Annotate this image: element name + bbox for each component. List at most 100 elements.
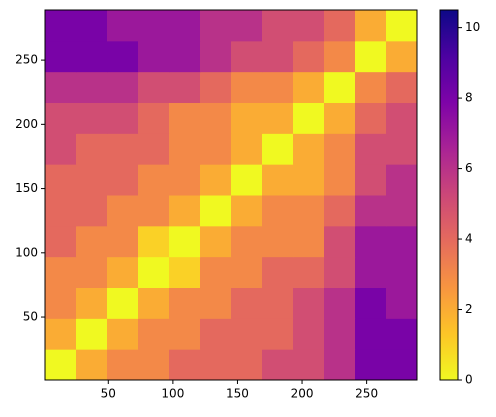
heatmap-cell	[169, 102, 201, 134]
heatmap-cell	[231, 40, 263, 73]
heatmap-cell	[200, 102, 232, 134]
heatmap-cell	[386, 287, 418, 319]
colorbar-tick-label: 0	[465, 373, 473, 387]
heatmap-cell	[200, 318, 232, 350]
heatmap-cell	[324, 133, 356, 165]
heatmap-cell	[262, 349, 294, 381]
heatmap-cell	[169, 133, 201, 165]
heatmap-cell	[355, 164, 387, 196]
heatmap-cell	[355, 102, 387, 134]
heatmap-cell	[231, 287, 263, 319]
heatmap-cell	[76, 10, 108, 42]
heatmap-cell	[138, 195, 170, 227]
heatmap-cell	[262, 71, 294, 103]
heatmap-cell	[45, 195, 77, 227]
heatmap-cell	[200, 349, 232, 381]
heatmap-cell	[293, 71, 325, 103]
heatmap-cell	[169, 287, 201, 319]
heatmap-cell	[169, 318, 201, 350]
heatmap-cell	[262, 164, 294, 196]
heatmap-cell	[169, 164, 201, 196]
y-tick-label: 50	[23, 310, 38, 324]
heatmap-cell	[76, 195, 108, 227]
heatmap-cell	[169, 195, 201, 227]
heatmap-cell	[231, 318, 263, 350]
heatmap-cell	[324, 164, 356, 196]
heatmap-cell	[138, 349, 170, 381]
heatmap-cell	[324, 40, 356, 73]
heatmap-cell	[138, 133, 170, 165]
heatmap-cell	[200, 287, 232, 319]
heatmap-cell	[355, 71, 387, 103]
heatmap-cell	[200, 10, 232, 42]
x-tick-label: 50	[101, 387, 116, 401]
heatmap-cell	[45, 256, 77, 288]
heatmap-cell	[386, 225, 418, 258]
heatmap-cell	[231, 71, 263, 103]
heatmap-cell	[76, 349, 108, 381]
heatmap-cell	[293, 349, 325, 381]
heatmap-cell	[293, 256, 325, 288]
heatmap-cell	[107, 256, 139, 288]
heatmap-cell	[107, 318, 139, 350]
y-tick-label: 250	[15, 53, 38, 67]
heatmap-cell	[169, 256, 201, 288]
heatmap-cell	[293, 164, 325, 196]
heatmap-cell	[107, 102, 139, 134]
heatmap-cell	[262, 102, 294, 134]
y-tick-label: 100	[15, 245, 38, 259]
heatmap-cell	[231, 349, 263, 381]
heatmap-cell	[138, 256, 170, 288]
heatmap-cell	[324, 225, 356, 258]
heatmap-cell	[107, 225, 139, 258]
heatmap-cell	[138, 40, 170, 73]
heatmap-cell	[45, 287, 77, 319]
heatmap-cell	[386, 195, 418, 227]
heatmap-cell	[262, 256, 294, 288]
x-tick-label: 150	[226, 387, 249, 401]
heatmap-cell	[355, 287, 387, 319]
heatmap-cell	[293, 195, 325, 227]
heatmap-cell	[386, 133, 418, 165]
heatmap-cell	[45, 318, 77, 350]
heatmap-cell	[76, 225, 108, 258]
heatmap-cell	[324, 71, 356, 103]
colorbar-tick-label: 2	[465, 302, 473, 316]
heatmap-cell	[45, 102, 77, 134]
heatmap-cell	[200, 133, 232, 165]
heatmap-cell	[324, 195, 356, 227]
heatmap-cell	[293, 40, 325, 73]
colorbar	[439, 9, 459, 381]
heatmap-cell	[386, 164, 418, 196]
heatmap-cell	[293, 287, 325, 319]
heatmap-cell	[200, 256, 232, 288]
heatmap-cell	[355, 40, 387, 73]
heatmap-cell	[262, 318, 294, 350]
heatmap-cell	[231, 10, 263, 42]
colorbar-tick-label: 4	[465, 232, 473, 246]
plot-frame	[44, 9, 418, 381]
heatmap-cell	[76, 318, 108, 350]
heatmap-cell	[45, 349, 77, 381]
heatmap-cell	[262, 40, 294, 73]
heatmap-cell	[200, 40, 232, 73]
heatmap-cell	[293, 102, 325, 134]
heatmap-cell	[138, 164, 170, 196]
heatmap-cell	[107, 71, 139, 103]
heatmap-cell	[107, 287, 139, 319]
colorbar-tick-label: 10	[465, 20, 480, 34]
heatmap-cell	[355, 318, 387, 350]
heatmap-cell	[324, 349, 356, 381]
heatmap-cell	[355, 195, 387, 227]
heatmap-cell	[324, 256, 356, 288]
heatmap-cell	[262, 225, 294, 258]
heatmap-cell	[107, 10, 139, 42]
x-tick-label: 100	[161, 387, 184, 401]
heatmap-cell	[76, 40, 108, 73]
heatmap-cell	[45, 10, 77, 42]
heatmap-cell	[107, 40, 139, 73]
heatmap-cell	[386, 318, 418, 350]
heatmap-cell	[138, 318, 170, 350]
heatmap-cell	[386, 102, 418, 134]
heatmap-cell	[169, 71, 201, 103]
